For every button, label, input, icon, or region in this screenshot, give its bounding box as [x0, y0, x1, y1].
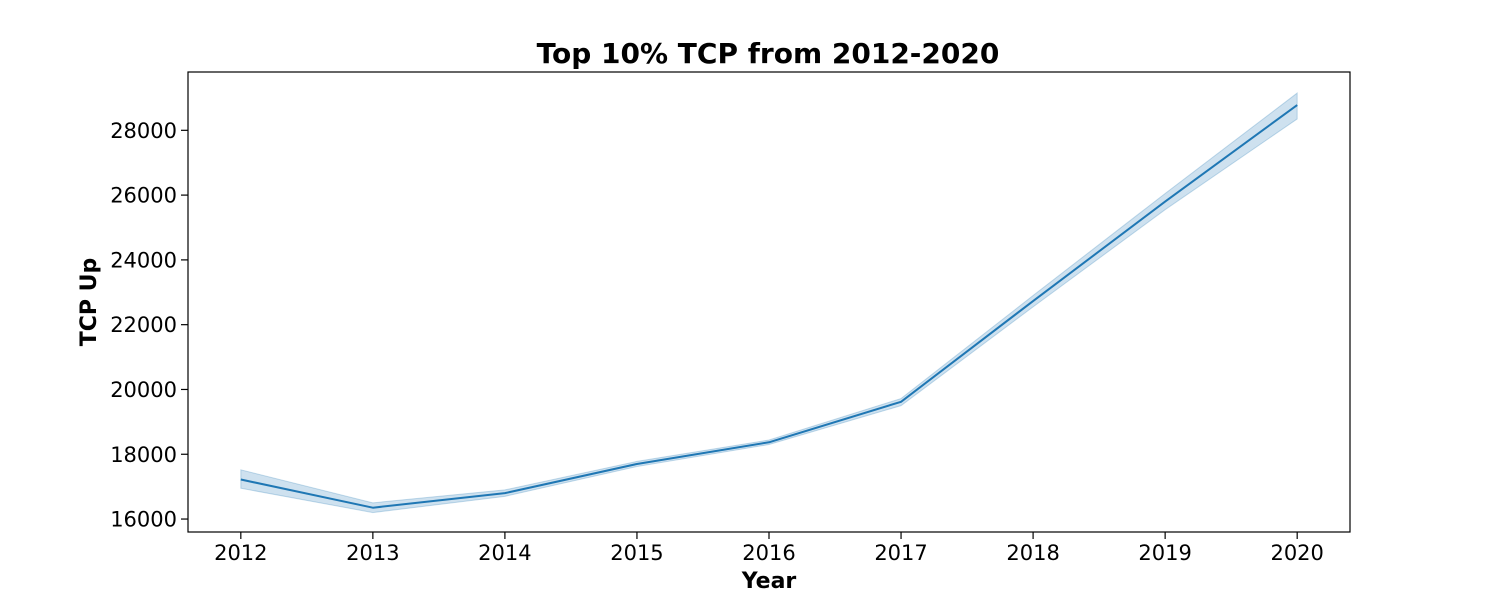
series-line — [240, 104, 1298, 509]
x-tick-label: 2018 — [1006, 541, 1059, 565]
chart-title: Top 10% TCP from 2012-2020 — [537, 37, 1000, 70]
x-tick-label: 2013 — [346, 541, 399, 565]
y-tick-label: 22000 — [110, 313, 177, 337]
confidence-band — [240, 92, 1298, 514]
y-tick-label: 20000 — [110, 378, 177, 402]
x-tick-label: 2016 — [742, 541, 795, 565]
y-tick-label: 28000 — [110, 119, 177, 143]
y-axis-label: TCP Up — [77, 258, 102, 347]
x-tick-label: 2014 — [478, 541, 531, 565]
x-tick-label: 2015 — [610, 541, 663, 565]
x-axis-label: Year — [741, 569, 797, 594]
plot-area — [240, 92, 1298, 514]
y-tick-label: 18000 — [110, 443, 177, 467]
y-tick-label: 16000 — [110, 508, 177, 532]
x-tick-label: 2019 — [1138, 541, 1191, 565]
x-tick-label: 2020 — [1270, 541, 1323, 565]
x-tick-label: 2017 — [874, 541, 927, 565]
x-axis: 2012 2013 2014 2015 2016 2017 2018 2019 2020 — [214, 532, 1324, 565]
plot-frame — [187, 71, 1351, 533]
x-tick-label: 2012 — [214, 541, 267, 565]
y-axis: 16000 18000 20000 22000 24000 26000 28000 — [110, 119, 188, 532]
y-tick-label: 26000 — [110, 184, 177, 208]
y-tick-label: 24000 — [110, 248, 177, 272]
